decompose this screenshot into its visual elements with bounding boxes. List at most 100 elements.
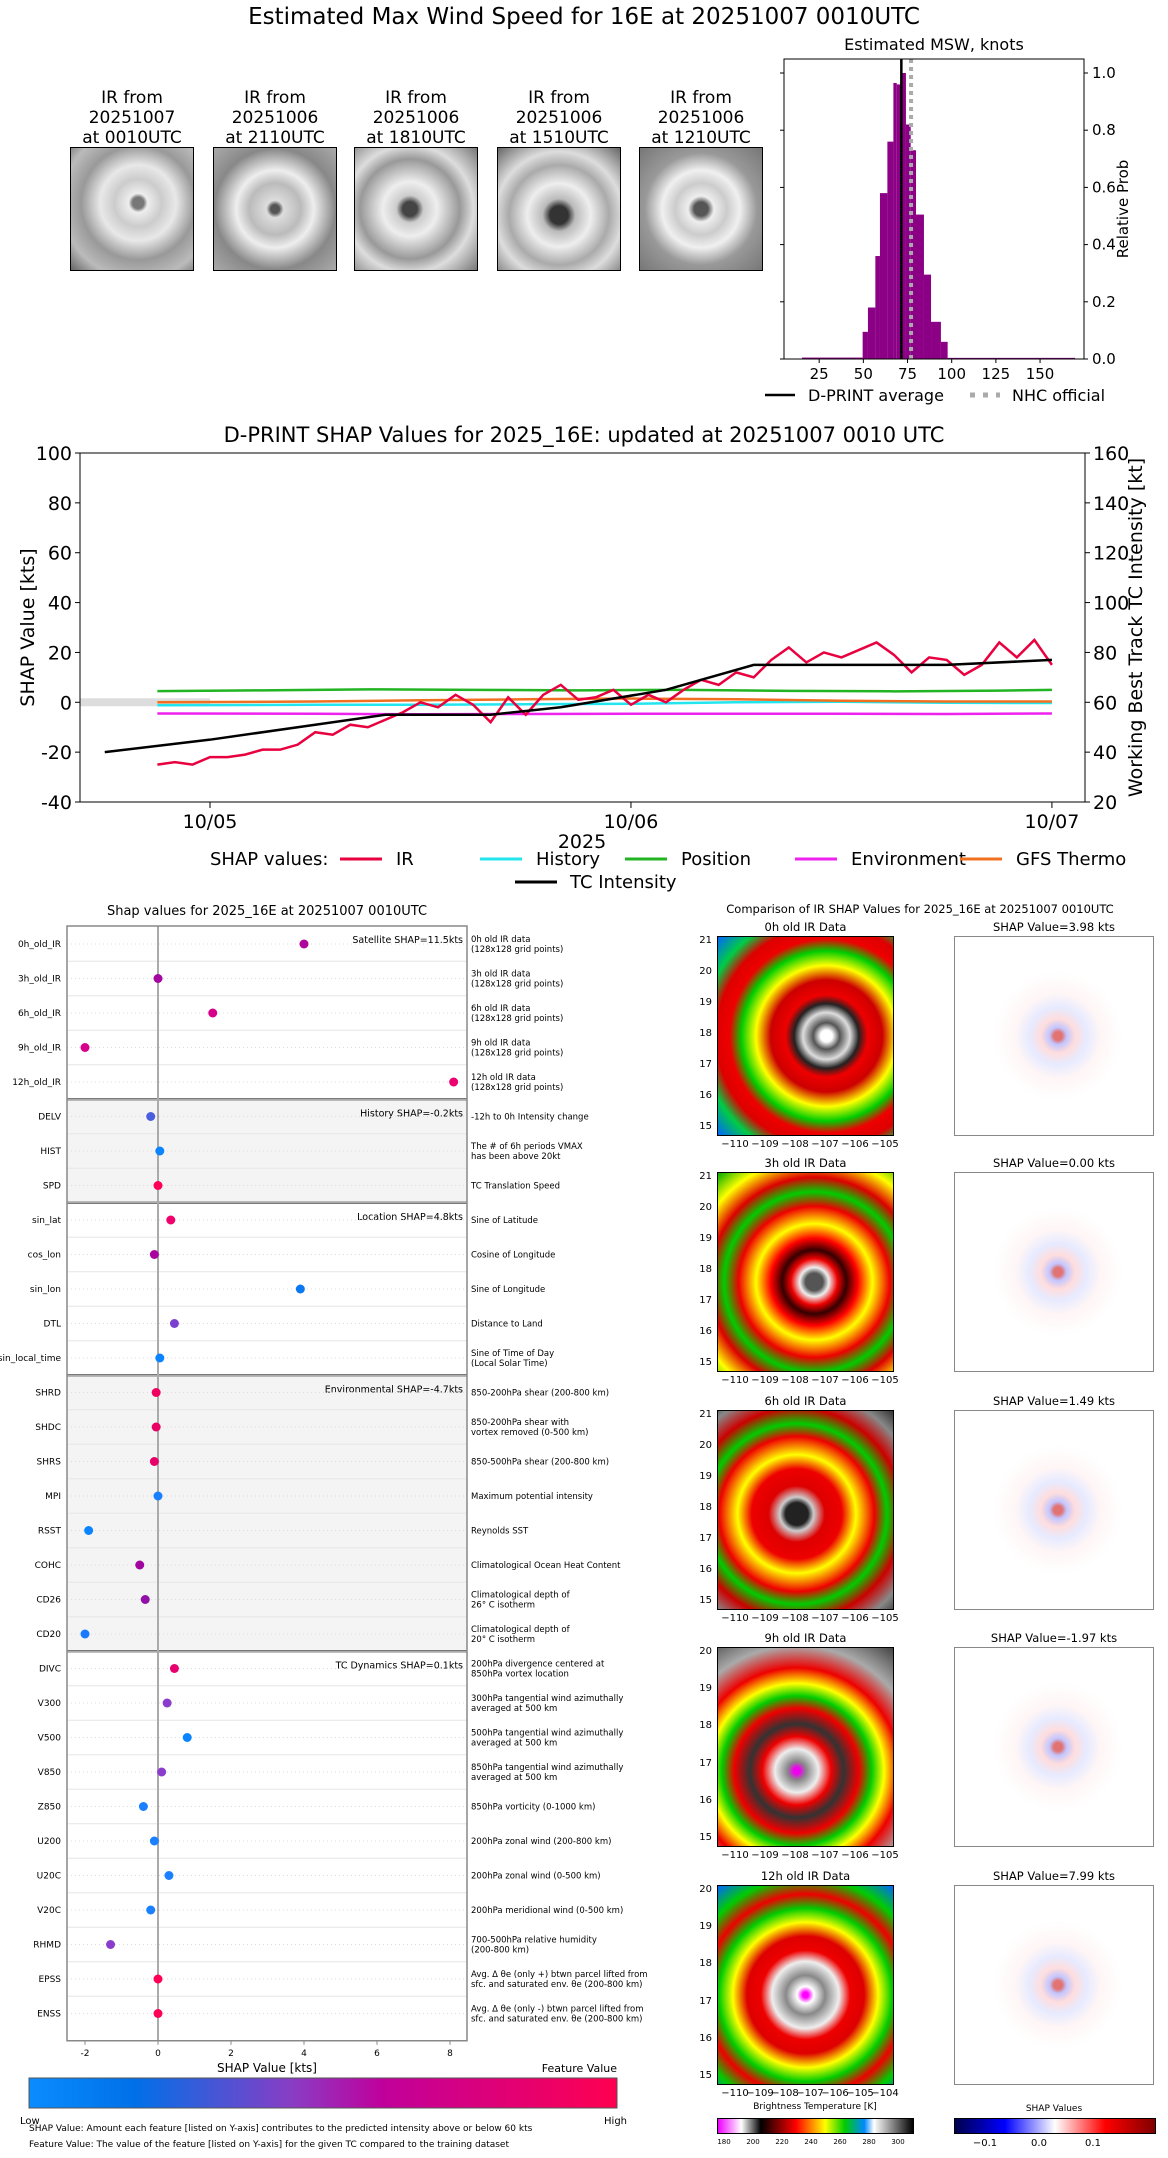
- feature-label: U200: [37, 1837, 61, 1847]
- colorbar-low-label: Low: [20, 2116, 40, 2127]
- ir-y-tick-label: 17: [699, 1059, 712, 1070]
- ir-y-tick-label: 17: [699, 1757, 712, 1769]
- feature-label: HIST: [40, 1147, 61, 1157]
- y-right-tick-label: 100: [1093, 593, 1129, 615]
- shap-panel-title: SHAP Value=1.49 kts: [992, 1394, 1116, 1408]
- legend-title: SHAP values:: [210, 849, 328, 870]
- shap-colorbar-title: SHAP Values: [1025, 2104, 1083, 2114]
- shap-panel-title: SHAP Value=0.00 kts: [992, 1156, 1116, 1170]
- ir-brightness-image: [717, 1647, 894, 1847]
- legend-label: History: [536, 849, 600, 870]
- ir-y-tick-label: 16: [699, 1794, 712, 1806]
- ir-x-tick-label: −104: [871, 2088, 899, 2099]
- y-right-tick-label: 160: [1093, 443, 1129, 465]
- feature-description: 850-200hPa shear with: [471, 1418, 569, 1428]
- ir-y-tick-label: 16: [699, 1326, 712, 1337]
- feature-label: CD20: [36, 1630, 61, 1640]
- feature-label: RSST: [38, 1527, 62, 1537]
- ir-y-tick-label: 15: [699, 1357, 712, 1368]
- feature-description: 700-500hPa relative humidity: [471, 1936, 597, 1946]
- feature-label: V300: [38, 1699, 62, 1709]
- shap-panel-title: SHAP Value=3.98 kts: [992, 920, 1116, 934]
- feature-shap-dot: [164, 1871, 174, 1880]
- feature-shap-dot: [151, 1388, 161, 1397]
- ir-y-tick-label: 20: [699, 1646, 712, 1657]
- feature-label: SPD: [43, 1182, 61, 1192]
- feature-description: Maximum potential intensity: [471, 1492, 593, 1502]
- feature-shap-dot: [182, 1733, 192, 1742]
- shap-map-image: [954, 936, 1154, 1136]
- shap-map-image: [954, 1410, 1154, 1610]
- feature-description: averaged at 500 km: [471, 1739, 557, 1749]
- msw-histogram: Estimated MSW, knots 25 50 75 100 125 150 0.0 0.…: [765, 35, 1132, 405]
- ir-thumbnail-image: [497, 147, 621, 271]
- histogram-frame: [783, 58, 1085, 360]
- feature-label: CD26: [36, 1596, 61, 1606]
- histogram-bar: [910, 150, 917, 359]
- x-tick-label: 125: [982, 365, 1011, 383]
- ir-x-tick-label: −110: [721, 1375, 749, 1386]
- shap-timeseries-chart: D-PRINT SHAP Values for 2025_16E: update…: [17, 423, 1147, 893]
- bt-colorbar-tick: 240: [804, 2138, 818, 2146]
- feature-description: 6h old IR data: [471, 1004, 530, 1014]
- thumbnail-label: 20251006: [515, 108, 603, 128]
- ir-x-tick-label: −105: [871, 1375, 899, 1386]
- group-shap-total: TC Dynamics SHAP=0.1kts: [335, 1660, 463, 1671]
- feature-description: (128x128 grid points): [471, 1014, 563, 1024]
- feature-description: 850hPa vortex location: [471, 1670, 569, 1680]
- y-right-tick-label: 80: [1093, 642, 1117, 664]
- feature-label: V500: [38, 1734, 62, 1744]
- ir-thumbnail-image: [639, 147, 763, 271]
- feature-shap-dot: [153, 1181, 163, 1190]
- ir-x-tick-label: −108: [781, 1375, 809, 1386]
- y-tick-label: 0.6: [1092, 178, 1116, 196]
- ir-x-tick-label: −109: [751, 1850, 779, 1861]
- y-right-tick-label: 140: [1093, 493, 1129, 515]
- feature-description: The # of 6h periods VMAX: [470, 1142, 583, 1152]
- thumbnail-label: IR from: [101, 88, 163, 108]
- group-shap-total: History SHAP=-0.2kts: [360, 1108, 463, 1119]
- thumbnail-label: IR from: [670, 88, 732, 108]
- group-shap-total: Location SHAP=4.8kts: [357, 1212, 463, 1223]
- ir-x-tick-label: −107: [796, 2088, 824, 2099]
- x-tick-label: 100: [937, 365, 966, 383]
- feature-description: (200-800 km): [471, 1946, 529, 1956]
- feature-description: vortex removed (0-500 km): [471, 1428, 588, 1438]
- shap-colorbar-tick: −0.1: [972, 2138, 998, 2149]
- shap-map-image: [954, 1647, 1154, 1847]
- thumbnail-label: 20251006: [657, 108, 745, 128]
- x-tick-label: 10/06: [604, 811, 659, 833]
- thumbnail-label: IR from: [244, 88, 306, 108]
- feature-label: sin_local_time: [0, 1354, 61, 1364]
- feature-description: sfc. and saturated env. θe (200-800 km): [471, 2015, 643, 2025]
- feature-description: 12h old IR data: [471, 1073, 536, 1083]
- y-tick-label: 0.4: [1092, 236, 1116, 254]
- ir-y-tick-label: 18: [699, 1264, 712, 1275]
- ir-y-tick-label: 18: [699, 1502, 712, 1513]
- feature-description: 850-200hPa shear (200-800 km): [471, 1389, 609, 1399]
- ir-x-tick-label: −110: [721, 1850, 749, 1861]
- feature-shap-dot: [157, 1767, 167, 1777]
- feature-shap-dot: [149, 1250, 159, 1259]
- y-tick-label: 1.0: [1092, 64, 1116, 82]
- feature-shap-dot: [153, 974, 163, 983]
- ir-y-tick-label: 17: [699, 1295, 712, 1306]
- feature-shap-dot: [169, 1319, 179, 1328]
- x-tick-label: 2: [228, 2049, 234, 2059]
- ir-panel-title: 12h old IR Data: [760, 1869, 851, 1883]
- legend-label: IR: [396, 849, 414, 870]
- shap-map-image: [954, 1885, 1154, 2085]
- feature-description: 850hPa tangential wind azimuthally: [471, 1763, 623, 1773]
- feature-label: 9h_old_IR: [18, 1044, 61, 1054]
- ir-brightness-image: [717, 1885, 894, 2085]
- histogram-bar: [879, 193, 888, 359]
- shap-map-image: [954, 1172, 1154, 1372]
- feature-label: DELV: [38, 1113, 62, 1123]
- ir-x-tick-label: −106: [821, 2088, 849, 2099]
- bt-colorbar-tick: 280: [862, 2138, 876, 2146]
- ir-x-tick-label: −107: [811, 1850, 839, 1861]
- feature-description: 0h old IR data: [471, 935, 530, 945]
- ir-x-tick-label: −106: [841, 1139, 869, 1150]
- ir-brightness-image: [717, 936, 894, 1136]
